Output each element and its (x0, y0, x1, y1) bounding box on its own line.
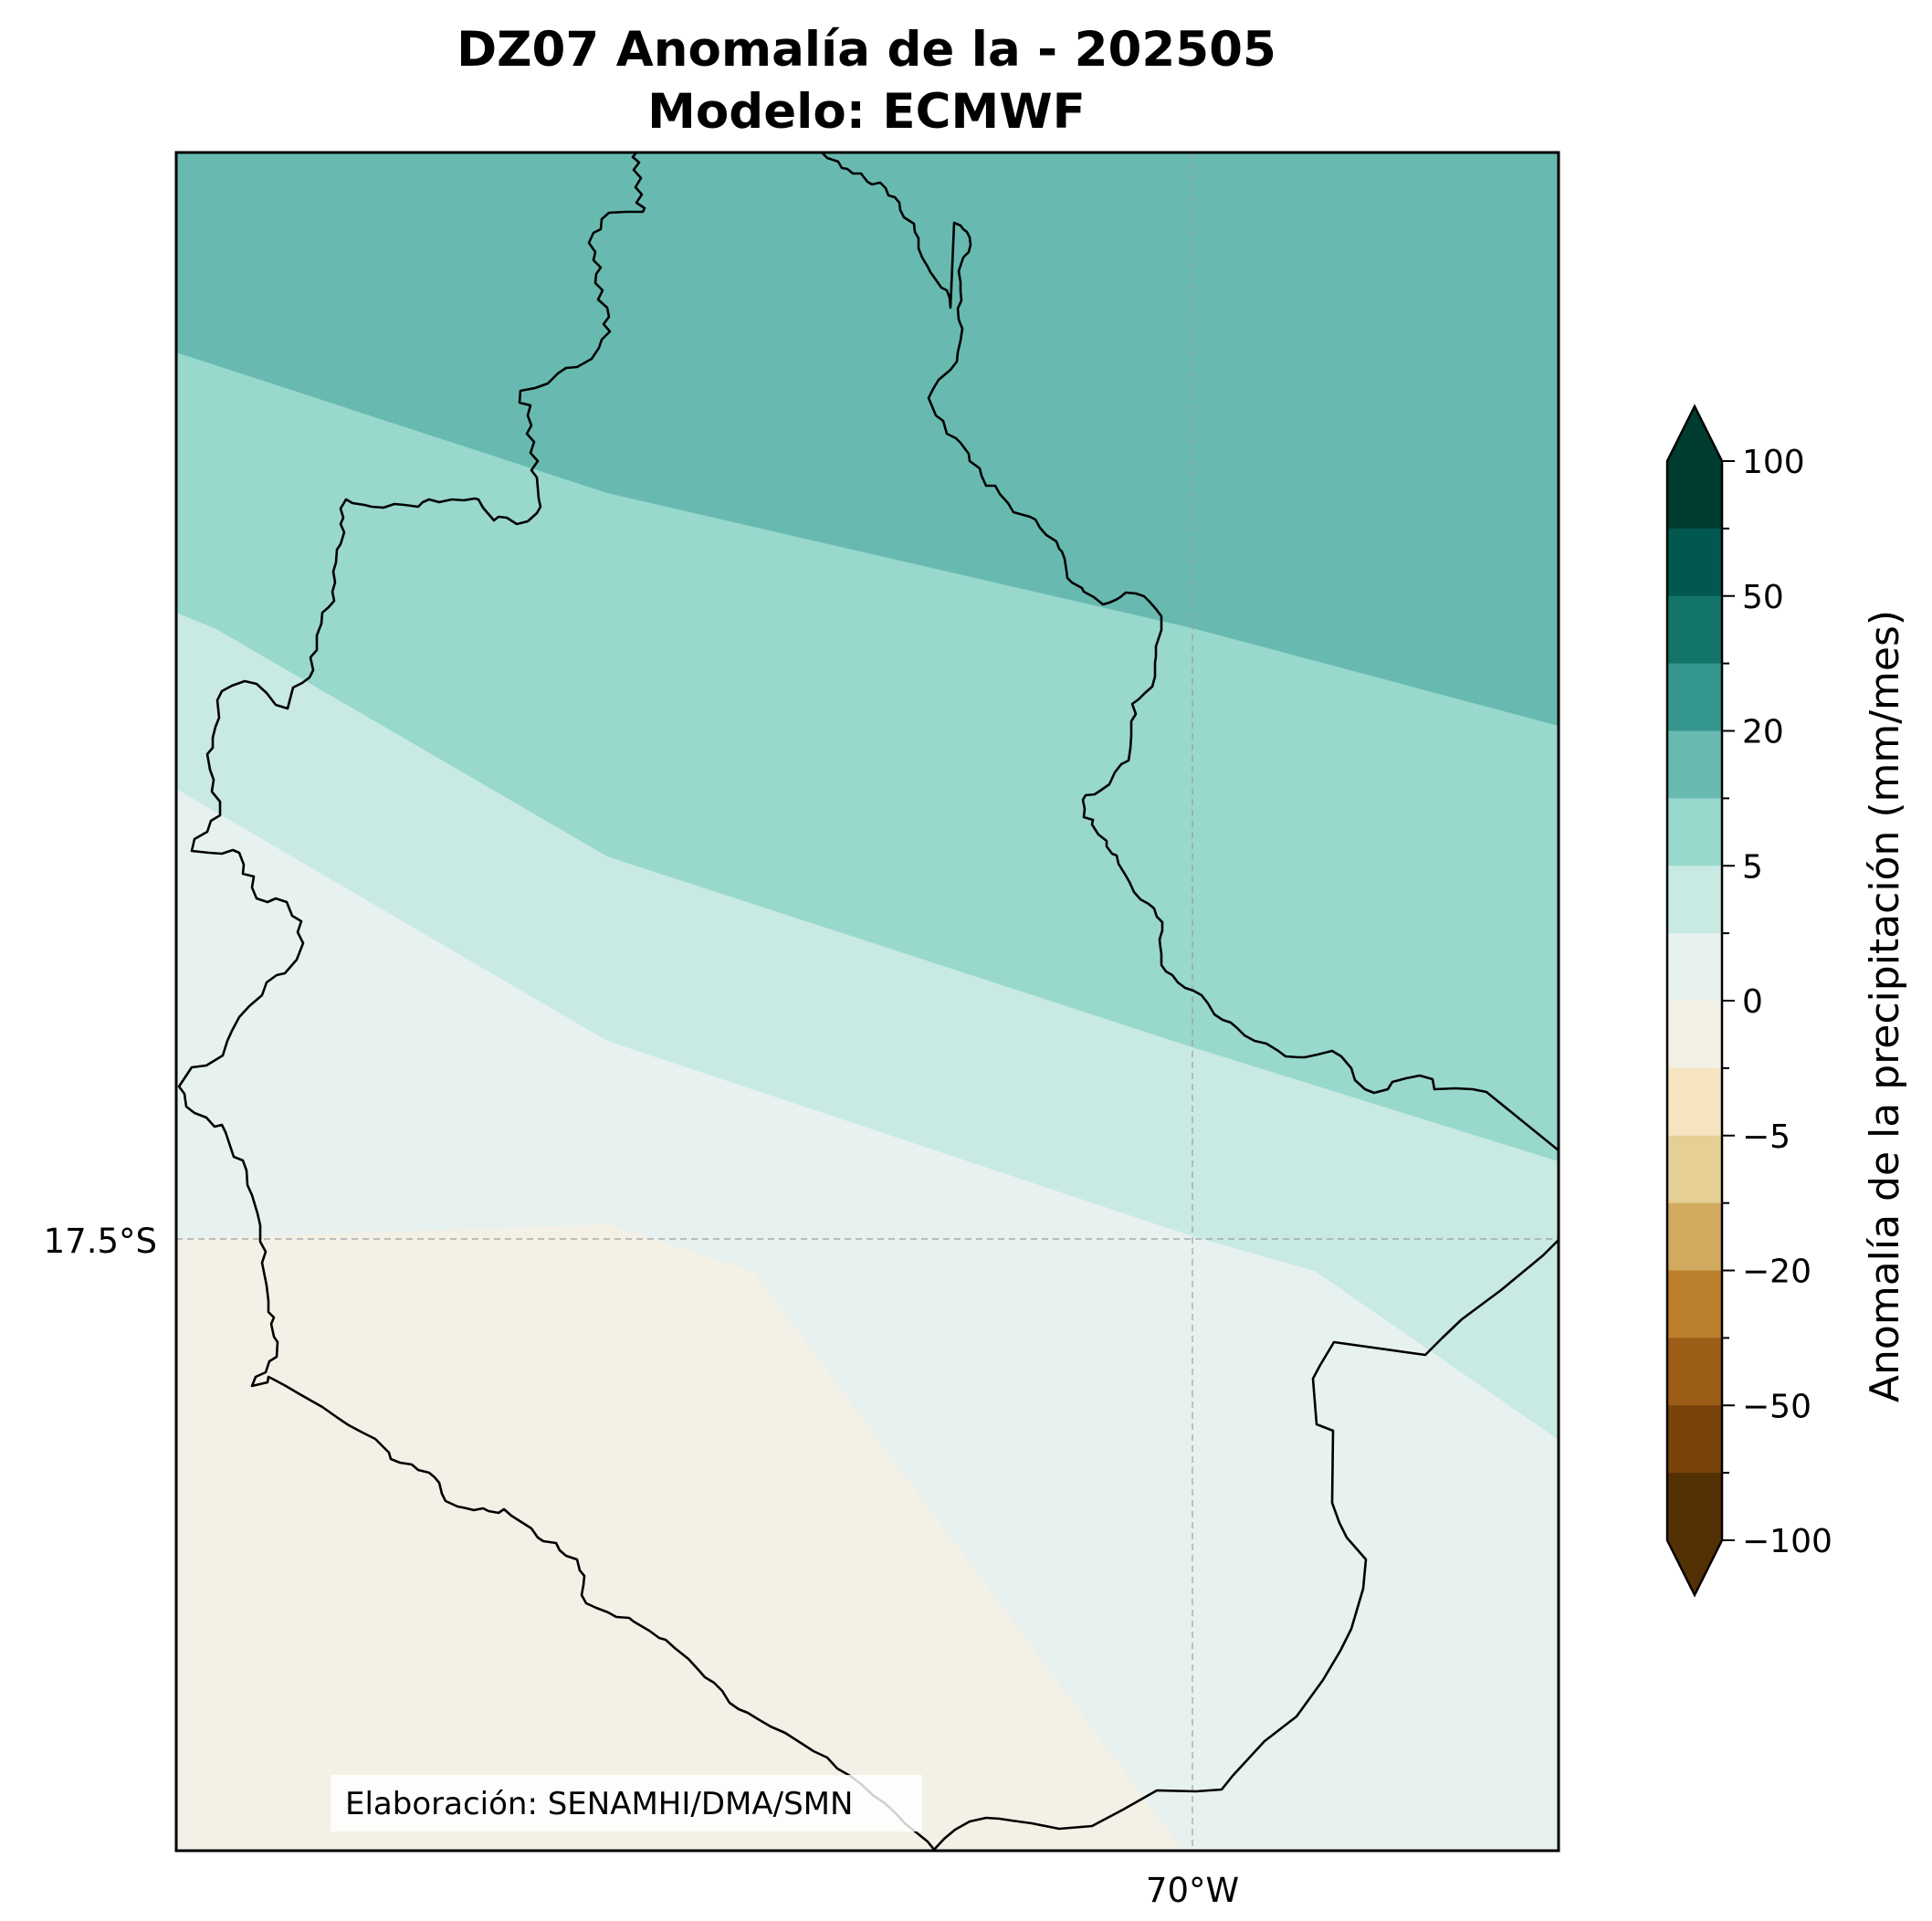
colorbar-tick-label: −100 (1742, 1523, 1832, 1560)
colorbar-bin (1667, 1473, 1722, 1541)
colorbar-bin (1667, 933, 1722, 1002)
anomaly-fill-minus2-0 (176, 1224, 1183, 1851)
colorbar-tick-label: 0 (1742, 983, 1763, 1021)
colorbar-bin (1667, 1405, 1722, 1474)
colorbar-tick-label: −5 (1742, 1118, 1790, 1156)
credit-text: Elaboración: SENAMHI/DMA/SMN (345, 1786, 853, 1822)
colorbar-bin (1667, 528, 1722, 597)
colorbar-max-arrow (1667, 406, 1722, 461)
colorbar-tick-label: 100 (1742, 444, 1805, 481)
colorbar-tick-label: −50 (1742, 1388, 1811, 1425)
colorbar-bin (1667, 663, 1722, 732)
colorbar-bin (1667, 1135, 1722, 1204)
colorbar-bin (1667, 595, 1722, 665)
colorbar-bin (1667, 1202, 1722, 1272)
colorbar-bin (1667, 1001, 1722, 1069)
colorbar-bin (1667, 1338, 1722, 1406)
colorbar-bin (1667, 798, 1722, 866)
credit-box: Elaboración: SENAMHI/DMA/SMN (331, 1775, 922, 1832)
colorbar-label: Anomalía de la precipitación (mm/mes) (1862, 610, 1908, 1402)
region-boundary (177, 152, 1559, 1851)
colorbar-min-arrow (1667, 1540, 1722, 1595)
colorbar-tick-label: 50 (1742, 579, 1784, 616)
colorbar-bin (1667, 461, 1722, 530)
figure-title-line1: DZ07 Anomalía de la - 202505 (457, 22, 1276, 78)
map-panel: Elaboración: SENAMHI/DMA/SMN (176, 152, 1559, 1851)
colorbar-tick-label: −20 (1742, 1254, 1811, 1291)
figure-title-line2: Modelo: ECMWF (647, 84, 1086, 140)
longitude-label: 70°W (1146, 1871, 1239, 1910)
map-frame (174, 151, 1560, 1853)
colorbar-tick-label: 5 (1742, 848, 1763, 886)
latitude-label: 17.5°S (44, 1222, 157, 1261)
colorbar-bin (1667, 730, 1722, 799)
colorbar-bin (1667, 1270, 1722, 1338)
colorbar-bin (1667, 1067, 1722, 1137)
colorbar-bin (1667, 866, 1722, 934)
colorbar-tick-label: 20 (1742, 714, 1784, 751)
